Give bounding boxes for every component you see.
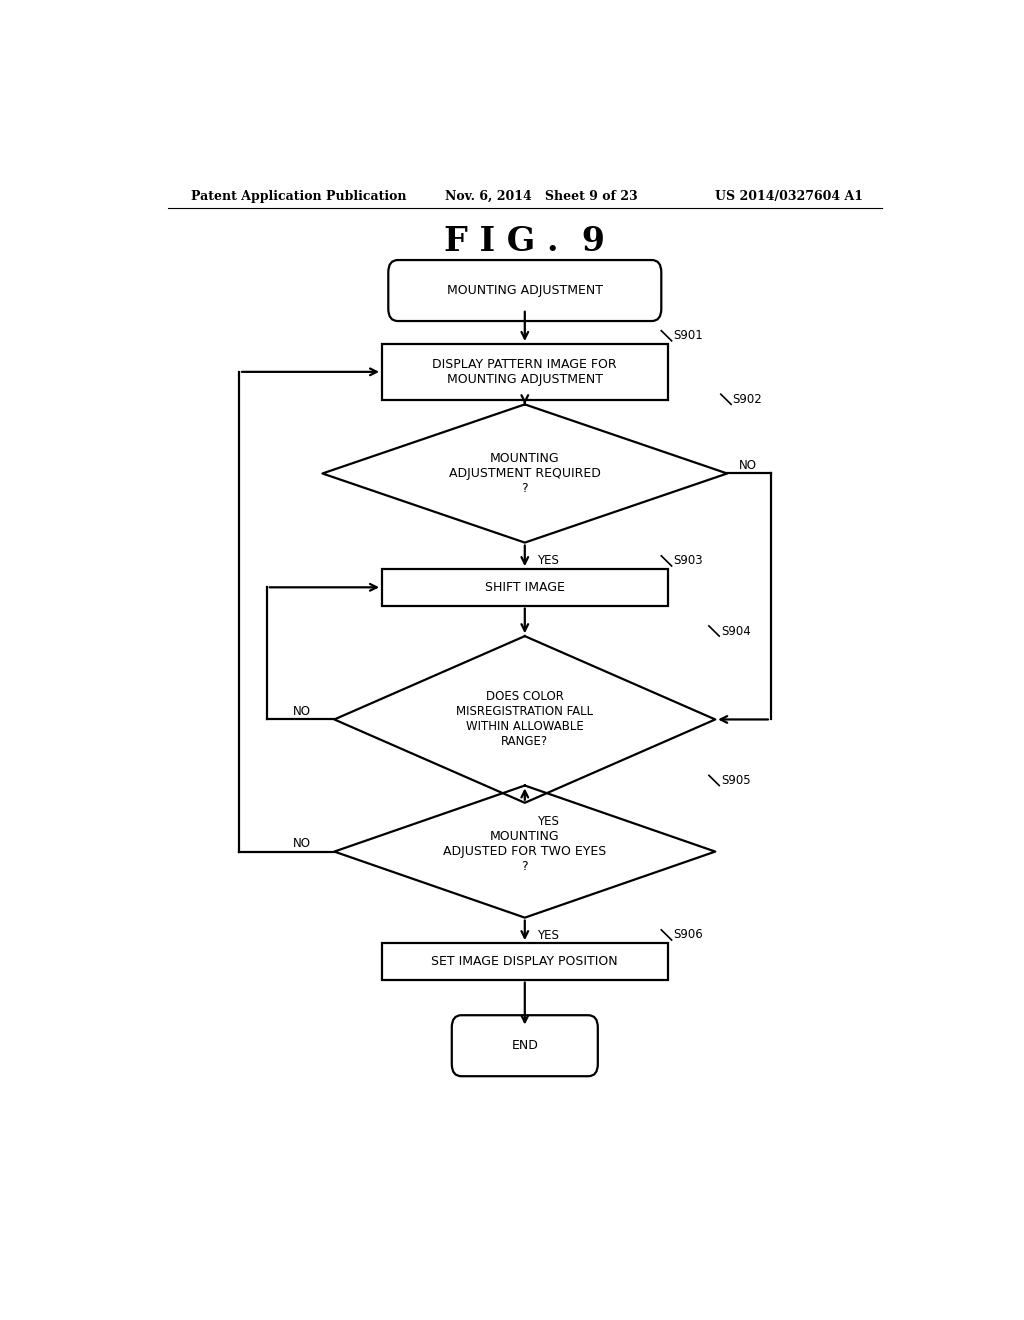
Text: MOUNTING
ADJUSTED FOR TWO EYES
?: MOUNTING ADJUSTED FOR TWO EYES ? [443,830,606,873]
Text: SET IMAGE DISPLAY POSITION: SET IMAGE DISPLAY POSITION [431,954,618,968]
Bar [382,569,668,606]
Text: S903: S903 [673,554,702,568]
Text: NO: NO [739,459,757,471]
Text: YES: YES [537,554,558,568]
Text: F I G .  9: F I G . 9 [444,226,605,259]
FancyBboxPatch shape [388,260,662,321]
Text: MOUNTING ADJUSTMENT: MOUNTING ADJUSTMENT [446,284,603,297]
Polygon shape [323,404,727,543]
Text: S906: S906 [673,928,702,941]
Text: NO: NO [293,837,310,850]
Text: YES: YES [537,929,558,942]
Text: S902: S902 [733,393,763,405]
Text: END: END [511,1039,539,1052]
Text: S901: S901 [673,329,702,342]
Text: DISPLAY PATTERN IMAGE FOR
MOUNTING ADJUSTMENT: DISPLAY PATTERN IMAGE FOR MOUNTING ADJUS… [432,358,617,385]
Polygon shape [334,636,715,803]
Text: SHIFT IMAGE: SHIFT IMAGE [484,581,565,594]
Text: Patent Application Publication: Patent Application Publication [191,190,407,202]
Bar [382,345,668,400]
Text: S904: S904 [721,624,751,638]
Text: MOUNTING
ADJUSTMENT REQUIRED
?: MOUNTING ADJUSTMENT REQUIRED ? [449,451,601,495]
Text: S905: S905 [721,774,751,787]
Text: US 2014/0327604 A1: US 2014/0327604 A1 [715,190,863,202]
Text: DOES COLOR
MISREGISTRATION FALL
WITHIN ALLOWABLE
RANGE?: DOES COLOR MISREGISTRATION FALL WITHIN A… [457,690,593,748]
Text: YES: YES [537,814,558,828]
Bar [382,942,668,979]
Text: NO: NO [293,705,310,718]
Polygon shape [334,785,715,917]
Text: Nov. 6, 2014   Sheet 9 of 23: Nov. 6, 2014 Sheet 9 of 23 [445,190,638,202]
FancyBboxPatch shape [452,1015,598,1076]
